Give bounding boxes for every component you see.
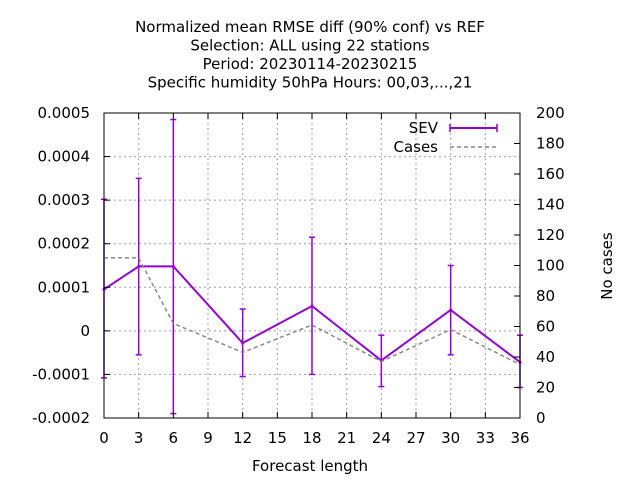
x-axis-label: Forecast length xyxy=(252,457,368,475)
y-tick-label-left: 0.0005 xyxy=(38,104,91,122)
x-tick-label: 3 xyxy=(134,429,144,447)
x-tick-label: 24 xyxy=(372,429,391,447)
chart-title-line: Selection: ALL using 22 stations xyxy=(190,37,429,55)
x-tick-label: 27 xyxy=(406,429,425,447)
sev-line xyxy=(103,265,521,364)
y-tick-label-left: -0.0001 xyxy=(32,365,90,383)
sev-point xyxy=(241,341,245,345)
x-tick-label: 36 xyxy=(510,429,529,447)
sev-point xyxy=(137,264,141,268)
cases-line xyxy=(104,257,521,366)
y-tick-label-left: 0.0002 xyxy=(38,235,91,253)
y-tick-label-left: 0.0004 xyxy=(38,148,91,166)
chart-title-line: Period: 20230114-20230215 xyxy=(203,55,418,73)
series-layer xyxy=(101,118,523,415)
ticks: 0 3 6 9 12 15 18 21 24 27 30 33 36-0.0002-0.000100.0… xyxy=(32,104,565,447)
y-tick-label-right: 120 xyxy=(536,226,565,244)
y-tick-label-right: 160 xyxy=(536,165,565,183)
chart-title: Normalized mean RMSE diff (90% conf) vs … xyxy=(135,18,485,92)
legend-label: Cases xyxy=(393,138,438,156)
legend-label: SEV xyxy=(409,119,439,137)
x-tick-label: 9 xyxy=(203,429,213,447)
x-tick-label: 0 xyxy=(99,429,109,447)
x-tick-label: 33 xyxy=(476,429,495,447)
x-tick-label: 21 xyxy=(337,429,356,447)
y-tick-label-left: 0.0003 xyxy=(38,191,91,209)
chart-title-line: Normalized mean RMSE diff (90% conf) vs … xyxy=(135,18,485,36)
sev-point xyxy=(171,264,175,268)
y-tick-label-right: 140 xyxy=(536,196,565,214)
y-tick-label-right: 40 xyxy=(536,348,555,366)
y-axis-right-label: No cases xyxy=(598,232,616,300)
y-tick-label-right: 200 xyxy=(536,104,565,122)
y-tick-label-left: -0.0002 xyxy=(32,409,90,427)
x-tick-label: 30 xyxy=(441,429,460,447)
y-tick-label-right: 0 xyxy=(536,409,546,427)
x-tick-label: 18 xyxy=(302,429,321,447)
y-tick-label-left: 0 xyxy=(80,322,90,340)
y-tick-label-right: 80 xyxy=(536,287,555,305)
y-tick-label-right: 180 xyxy=(536,135,565,153)
y-tick-label-right: 20 xyxy=(536,379,555,397)
y-tick-label-right: 100 xyxy=(536,257,565,275)
y-tick-label-right: 60 xyxy=(536,318,555,336)
x-tick-label: 12 xyxy=(233,429,252,447)
x-tick-label: 15 xyxy=(268,429,287,447)
y-tick-label-left: 0.0001 xyxy=(38,278,91,296)
x-tick-label: 6 xyxy=(169,429,179,447)
sev-point xyxy=(449,308,453,312)
chart-title-line: Specific humidity 50hPa Hours: 00,03,...… xyxy=(148,74,473,92)
sev-point xyxy=(310,304,314,308)
